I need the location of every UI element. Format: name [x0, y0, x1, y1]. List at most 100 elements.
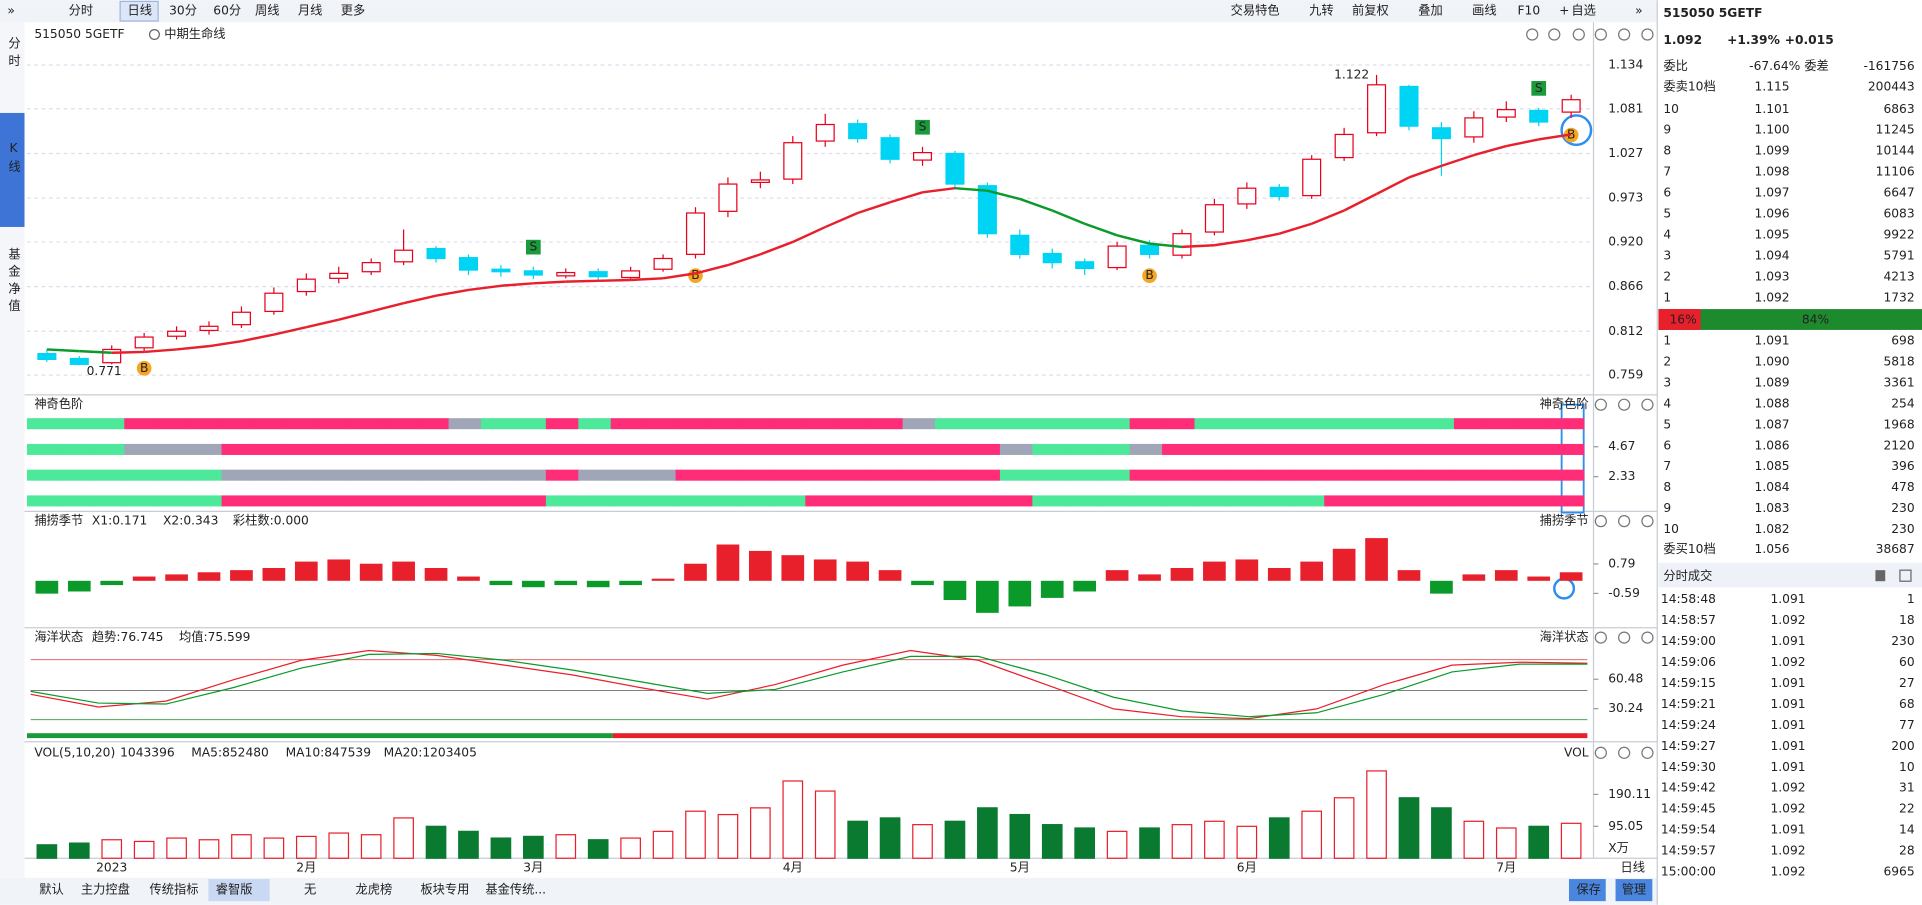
indicator-name[interactable]: 中期生命线 — [164, 26, 225, 41]
band-cell — [448, 495, 482, 507]
toolbar-item[interactable]: 九转 — [1309, 3, 1334, 18]
band-cell — [1453, 418, 1488, 430]
book-level: 9 — [1663, 501, 1671, 515]
toolbar-item[interactable]: 60分 — [213, 4, 241, 18]
fish-bar — [781, 555, 805, 581]
fish-bar — [327, 559, 351, 581]
toolbar-item[interactable]: 画线 — [1472, 4, 1497, 18]
side-tab[interactable]: K线 — [6, 141, 20, 177]
band-cell — [935, 443, 969, 455]
side-tab[interactable]: 分时 — [6, 37, 20, 72]
side-tab[interactable]: 基金净值 — [6, 248, 20, 317]
chart-icon[interactable] — [1618, 28, 1631, 41]
lifeline-segment — [987, 189, 1021, 201]
expand-icon[interactable] — [1899, 569, 1912, 582]
panel-icon[interactable] — [1594, 631, 1607, 644]
candle-body — [1302, 158, 1322, 197]
panel-icon[interactable] — [1641, 631, 1654, 644]
volume-bar — [944, 820, 966, 859]
band-cell — [481, 418, 515, 430]
candle-body — [1172, 233, 1192, 256]
panel-icon[interactable] — [1641, 746, 1654, 759]
active-bottom-tab[interactable] — [208, 879, 270, 902]
band-cell — [870, 469, 904, 481]
band-cell — [1518, 495, 1552, 507]
quote-name: 515050 5GETF — [1663, 6, 1762, 20]
panel-icon[interactable] — [1641, 398, 1654, 411]
chart-icon[interactable] — [1572, 28, 1585, 41]
band-cell — [999, 469, 1033, 481]
toolbar-item[interactable]: 月线 — [298, 4, 323, 18]
book-volume: 230 — [1891, 522, 1914, 536]
save-button[interactable] — [1568, 879, 1606, 902]
dropdown-icon[interactable] — [148, 28, 160, 41]
band-cell — [189, 443, 223, 455]
toolbar-item[interactable]: 叠加 — [1418, 4, 1443, 18]
save-button-label[interactable]: 保存 — [1576, 883, 1601, 897]
band-cell — [513, 418, 547, 430]
menu-icon[interactable]: » — [1635, 4, 1643, 18]
bottom-tab[interactable]: 睿智版 — [216, 882, 253, 897]
bottom-tab[interactable]: 主力控盘 — [81, 882, 130, 897]
panel-icon[interactable] — [1594, 398, 1607, 411]
ocean-line — [30, 652, 1588, 718]
panel-icon[interactable] — [1618, 515, 1631, 528]
chart-icon[interactable] — [1548, 28, 1561, 41]
band-cell — [1453, 443, 1488, 455]
chart-icon[interactable] — [1641, 28, 1654, 41]
fish-bar — [1105, 570, 1129, 581]
book-price: 1.099 — [1755, 144, 1790, 158]
band-cell — [935, 469, 969, 481]
toolbar-item[interactable]: 自选 — [1571, 4, 1596, 18]
band-cell — [1291, 469, 1325, 481]
band-cell — [221, 443, 255, 455]
toolbar-item[interactable]: 分时 — [69, 4, 93, 18]
fish-bar — [1332, 548, 1356, 581]
side-tab-active[interactable] — [0, 112, 25, 227]
lifeline-segment — [306, 318, 340, 329]
panel-icon[interactable] — [1594, 515, 1607, 528]
panel-icon[interactable] — [1641, 515, 1654, 528]
trade-price: 1.092 — [1770, 655, 1805, 669]
band-cell — [91, 469, 125, 481]
fish-bar — [1203, 561, 1226, 581]
bottom-tab[interactable]: 传统指标 — [150, 882, 199, 897]
bottom-tab[interactable]: 默认 — [39, 882, 63, 897]
band-cell — [189, 495, 223, 507]
toolbar-item[interactable]: 更多 — [341, 4, 366, 18]
lock-icon[interactable] — [1875, 570, 1886, 582]
buy-signal: B — [1145, 268, 1153, 282]
book-price: 1.097 — [1755, 186, 1790, 200]
chart-icon[interactable] — [1594, 28, 1607, 41]
trade-price: 1.091 — [1770, 634, 1805, 648]
toolbar-item[interactable]: 30分 — [169, 4, 197, 18]
volume-bar — [36, 844, 58, 859]
toolbar-item[interactable]: 周线 — [255, 4, 280, 18]
panel-icon[interactable] — [1594, 746, 1607, 759]
bottom-tab[interactable]: 无 — [304, 883, 316, 897]
menu-icon[interactable]: » — [7, 4, 14, 18]
fish-bar — [1138, 574, 1161, 581]
band-cell — [189, 469, 223, 481]
add-icon[interactable]: + — [1559, 4, 1569, 18]
manage-button-label[interactable]: 管理 — [1622, 882, 1647, 897]
buy-signal-icon — [136, 360, 152, 376]
bottom-tab[interactable]: 板块专用 — [420, 882, 469, 897]
panel-icon[interactable] — [1618, 746, 1631, 759]
band-cell — [1194, 443, 1228, 455]
candle-body — [296, 278, 316, 293]
active-period[interactable] — [119, 0, 159, 22]
toolbar-item[interactable]: 交易特色 — [1231, 3, 1280, 18]
toolbar-item[interactable]: 日线 — [127, 4, 151, 18]
panel-param: MA20:1203405 — [384, 745, 477, 759]
toolbar-item[interactable]: F10 — [1517, 4, 1540, 18]
quote-price: 1.092 — [1663, 33, 1702, 47]
panel-icon[interactable] — [1618, 398, 1631, 411]
toolbar-item[interactable]: 前复权 — [1352, 3, 1389, 18]
trade-price: 1.091 — [1770, 592, 1805, 606]
manage-button[interactable] — [1615, 879, 1653, 902]
panel-icon[interactable] — [1618, 631, 1631, 644]
chart-icon[interactable] — [1526, 28, 1539, 41]
bottom-tab[interactable]: 龙虎榜 — [355, 882, 392, 897]
bottom-tab[interactable]: 基金传统... — [485, 882, 546, 897]
